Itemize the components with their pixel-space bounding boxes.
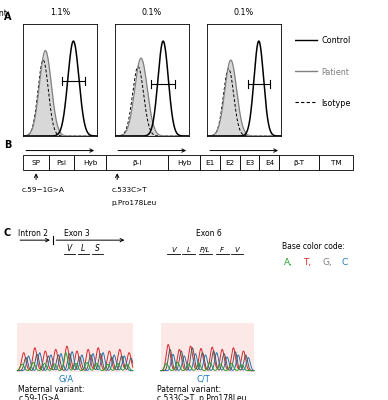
Text: C/T: C/T bbox=[197, 375, 211, 384]
Text: E1: E1 bbox=[205, 160, 214, 166]
Text: 99.0%: 99.0% bbox=[47, 0, 73, 2]
Text: 98.3%: 98.3% bbox=[231, 0, 257, 2]
Text: p.Pro178Leu: p.Pro178Leu bbox=[111, 200, 157, 206]
Text: HC:: HC: bbox=[0, 0, 10, 2]
Bar bbox=[279, 155, 319, 170]
Text: S: S bbox=[95, 244, 100, 253]
Text: L: L bbox=[81, 244, 85, 253]
Text: 0.1%: 0.1% bbox=[234, 8, 254, 17]
Bar bbox=[106, 155, 168, 170]
Text: TM: TM bbox=[331, 160, 341, 166]
Text: L: L bbox=[187, 247, 191, 253]
Text: Exon 3: Exon 3 bbox=[64, 229, 90, 238]
Text: E4: E4 bbox=[265, 160, 274, 166]
Text: Maternal variant:: Maternal variant: bbox=[19, 385, 85, 394]
Bar bbox=[319, 155, 353, 170]
Bar bbox=[168, 155, 200, 170]
Bar bbox=[161, 323, 254, 372]
Bar bbox=[220, 155, 239, 170]
Text: 0.1%: 0.1% bbox=[142, 8, 162, 17]
Bar bbox=[23, 155, 49, 170]
Bar bbox=[17, 323, 133, 372]
Text: Intron 2: Intron 2 bbox=[19, 229, 48, 238]
Text: β-T: β-T bbox=[294, 160, 305, 166]
Text: Hyb: Hyb bbox=[177, 160, 191, 166]
Text: CD11c: CD11c bbox=[230, 161, 258, 170]
Text: G/A: G/A bbox=[58, 375, 73, 384]
Text: F: F bbox=[220, 247, 224, 253]
Text: Base color code:: Base color code: bbox=[282, 242, 345, 251]
Text: P/L: P/L bbox=[200, 247, 211, 253]
Text: 1.1%: 1.1% bbox=[50, 8, 70, 17]
Bar bbox=[260, 155, 279, 170]
Bar bbox=[49, 155, 74, 170]
Text: A: A bbox=[4, 12, 11, 22]
Text: c.533C>T, p.Pro178Leu: c.533C>T, p.Pro178Leu bbox=[157, 394, 246, 400]
Text: Patient: Patient bbox=[322, 68, 350, 77]
Text: G,: G, bbox=[322, 258, 332, 267]
Text: T,: T, bbox=[303, 258, 311, 267]
Text: SP: SP bbox=[31, 160, 41, 166]
Text: Paternal variant:: Paternal variant: bbox=[157, 385, 221, 394]
Text: CD18: CD18 bbox=[48, 161, 72, 170]
Bar bbox=[239, 155, 260, 170]
Text: Control: Control bbox=[322, 36, 351, 46]
Text: Isotype: Isotype bbox=[322, 99, 351, 108]
Text: CD11b: CD11b bbox=[138, 161, 166, 170]
Text: V: V bbox=[235, 247, 239, 253]
Text: A,: A, bbox=[284, 258, 293, 267]
Text: C: C bbox=[342, 258, 348, 267]
Text: β-I: β-I bbox=[132, 160, 142, 166]
Text: C: C bbox=[4, 228, 11, 238]
Text: Patient:: Patient: bbox=[0, 9, 10, 18]
Text: E3: E3 bbox=[245, 160, 254, 166]
Text: Hyb: Hyb bbox=[83, 160, 97, 166]
Text: Exon 6: Exon 6 bbox=[196, 229, 222, 238]
Text: V: V bbox=[171, 247, 176, 253]
Text: c.59-1G>A: c.59-1G>A bbox=[19, 394, 60, 400]
Text: 99.0%: 99.0% bbox=[139, 0, 165, 2]
Text: c.533C>T: c.533C>T bbox=[111, 187, 147, 193]
Bar bbox=[74, 155, 106, 170]
Text: V: V bbox=[67, 244, 72, 253]
Text: B: B bbox=[4, 140, 11, 150]
Text: E2: E2 bbox=[225, 160, 234, 166]
Bar bbox=[200, 155, 220, 170]
Text: Psi: Psi bbox=[57, 160, 67, 166]
Text: c.59−1G>A: c.59−1G>A bbox=[22, 187, 65, 193]
